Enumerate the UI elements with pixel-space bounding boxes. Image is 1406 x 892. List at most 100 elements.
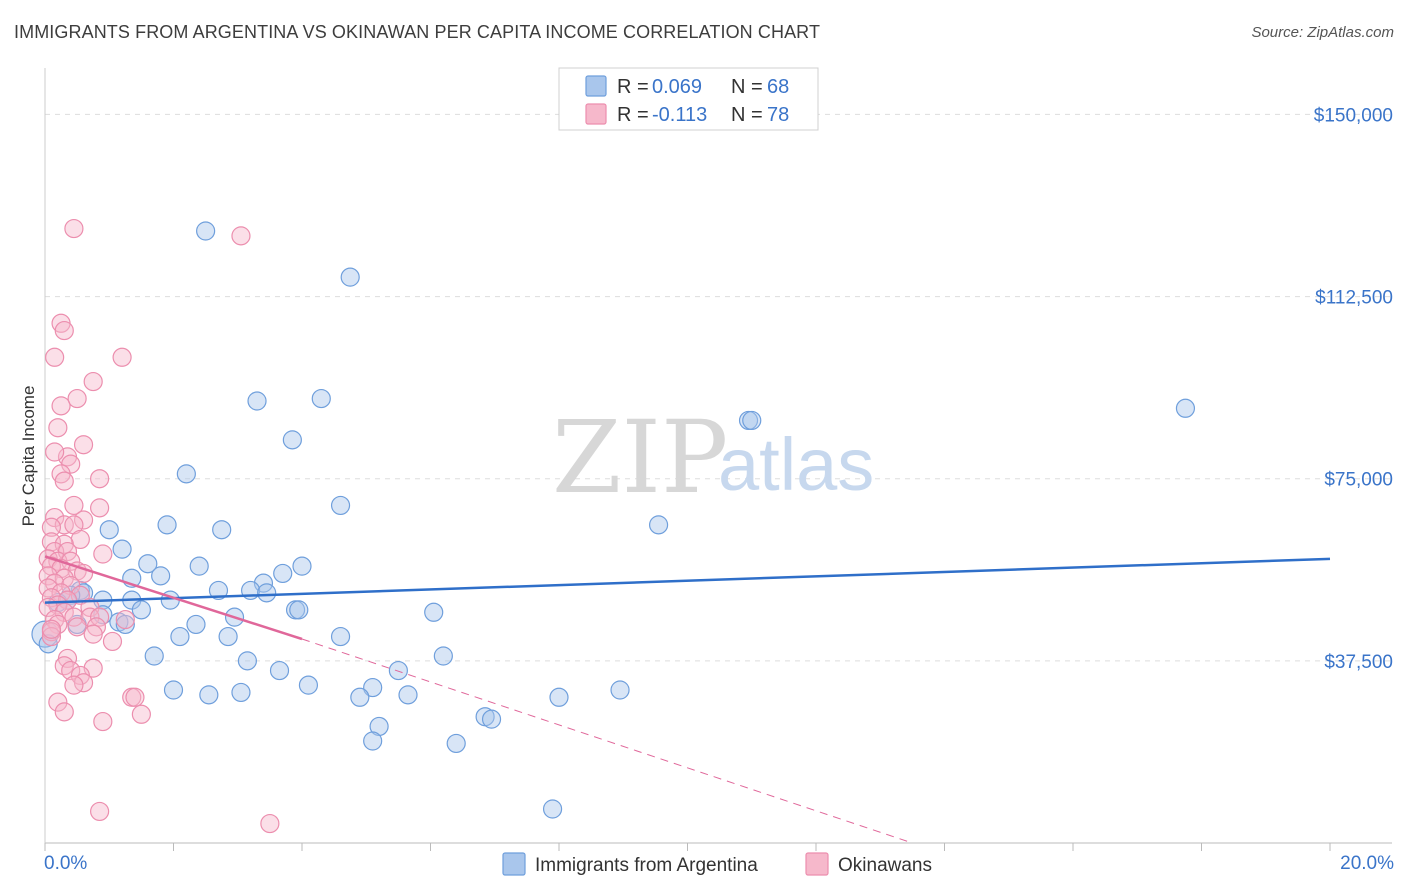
point-argentina (549, 687, 569, 707)
point-argentina (481, 709, 502, 729)
point-argentina (289, 600, 309, 620)
series-legend: Immigrants from Argentina Okinawans (502, 852, 932, 876)
point-okinawans (131, 704, 151, 724)
point-argentina (170, 626, 190, 647)
point-okinawans (93, 711, 113, 732)
point-argentina (144, 646, 164, 666)
bottom-legend-swatch-okinawans (805, 852, 829, 876)
point-okinawans (83, 624, 103, 644)
point-okinawans (57, 590, 78, 610)
legend-swatch-blue (585, 75, 607, 97)
point-argentina (298, 675, 319, 695)
point-argentina (131, 600, 151, 620)
bottom-legend-label-argentina: Immigrants from Argentina (535, 855, 758, 876)
legend-swatch-pink (585, 103, 607, 125)
point-argentina (610, 680, 630, 700)
point-argentina (157, 515, 177, 535)
point-okinawans (73, 563, 94, 584)
point-okinawans (61, 660, 81, 681)
point-okinawans (125, 687, 145, 707)
series-argentina-points (31, 221, 1196, 819)
point-okinawans (64, 495, 84, 516)
x-tick-label-max: 20.0% (1340, 853, 1394, 874)
point-okinawans (112, 347, 132, 367)
point-argentina (99, 520, 119, 540)
trendline-okinawans-extension (301, 638, 913, 844)
source-label: Source: ZipAtlas.com (1251, 24, 1394, 41)
point-okinawans (102, 631, 123, 652)
x-axis-ticks (44, 843, 1331, 851)
point-argentina (446, 733, 466, 754)
legend-blue-r-value: 0.069 (652, 76, 702, 98)
watermark-atlas: atlas (718, 423, 874, 506)
legend-pink-n-value: 78 (767, 104, 789, 126)
watermark: ZIP atlas (552, 399, 874, 516)
point-argentina (742, 410, 762, 431)
point-argentina (208, 580, 229, 601)
point-argentina (163, 680, 184, 700)
point-argentina (542, 799, 563, 819)
point-okinawans (54, 471, 74, 491)
point-argentina (186, 614, 206, 635)
point-argentina (282, 430, 302, 450)
point-argentina (330, 495, 351, 516)
point-okinawans (93, 544, 113, 564)
bottom-legend-label-okinawans: Okinawans (838, 855, 932, 876)
point-okinawans (54, 320, 74, 341)
stats-legend: R = 0.069 N = 68 R = -0.113 N = 78 (558, 67, 819, 131)
point-argentina (257, 583, 277, 603)
point-argentina (231, 682, 251, 703)
point-argentina (199, 685, 219, 705)
point-okinawans (83, 371, 103, 392)
point-okinawans (54, 702, 74, 722)
point-argentina (292, 556, 312, 576)
watermark-zip: ZIP (552, 399, 728, 516)
trendline-okinawans (44, 555, 303, 641)
point-okinawans (45, 442, 65, 462)
point-argentina (350, 687, 370, 707)
point-argentina (330, 626, 351, 647)
point-okinawans (64, 218, 84, 239)
point-argentina (237, 651, 257, 671)
point-okinawans (80, 597, 100, 618)
point-okinawans (48, 418, 68, 438)
point-okinawans (48, 692, 68, 712)
legend-blue-r-label: R = (617, 76, 649, 98)
chart-title: IMMIGRANTS FROM ARGENTINA VS OKINAWAN PE… (14, 22, 821, 42)
point-argentina (311, 388, 331, 409)
point-argentina (212, 520, 232, 540)
point-okinawans (231, 226, 251, 246)
point-argentina (218, 626, 238, 647)
legend-blue-n-label: N = (731, 76, 763, 98)
point-okinawans (90, 498, 110, 518)
point-argentina (1175, 398, 1196, 418)
trendline-argentina (44, 557, 1331, 604)
point-argentina (363, 731, 383, 751)
point-okinawans (41, 626, 62, 647)
y-tick-label: $150,000 (1314, 105, 1393, 126)
point-okinawans (67, 388, 87, 409)
x-tick-label-min: 0.0% (44, 853, 87, 874)
point-argentina (151, 566, 171, 586)
y-tick-label: $37,500 (1324, 652, 1393, 673)
legend-pink-r-label: R = (617, 104, 649, 126)
point-okinawans (61, 575, 81, 596)
y-axis-tick-labels: $37,500 $75,000 $112,500 $150,000 (1314, 105, 1393, 672)
point-okinawans (90, 469, 110, 489)
point-okinawans (115, 609, 135, 630)
bottom-legend-swatch-argentina (502, 852, 526, 876)
point-argentina (138, 554, 158, 574)
point-okinawans (64, 675, 84, 695)
point-argentina (189, 556, 209, 576)
point-okinawans (61, 454, 81, 474)
trendlines (44, 555, 1331, 844)
point-okinawans (51, 396, 71, 416)
point-okinawans (54, 602, 74, 622)
point-argentina (176, 464, 196, 484)
legend-blue-n-value: 68 (767, 76, 789, 98)
point-argentina (363, 677, 383, 698)
point-argentina (648, 515, 669, 535)
y-tick-label: $75,000 (1324, 470, 1393, 491)
legend-pink-n-label: N = (731, 104, 763, 126)
